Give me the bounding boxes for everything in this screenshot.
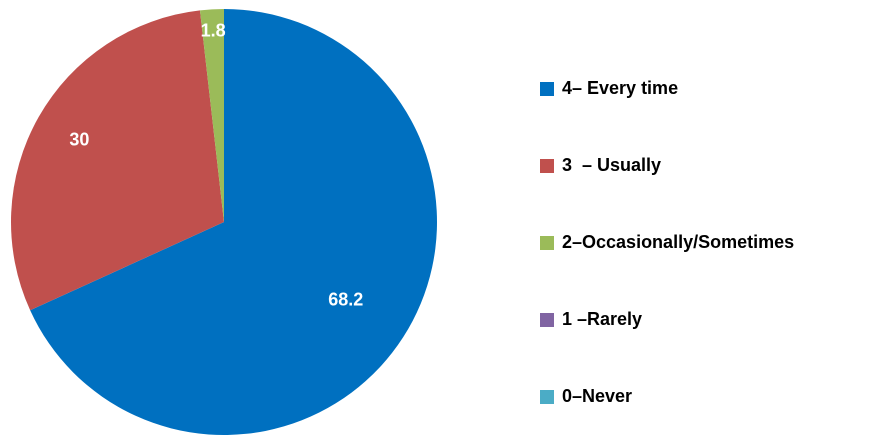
legend-label: 0–Never	[562, 386, 633, 406]
legend-label: 4– Every time	[562, 78, 679, 98]
pie-slice-2	[199, 9, 224, 222]
legend-label: 2–Occasionally/Sometimes	[562, 232, 795, 252]
data-label-2: 1.8	[200, 20, 226, 41]
legend-label: 3 – Usually	[562, 155, 662, 175]
legend-swatch	[540, 81, 554, 96]
legend-item: 3 – Usually	[540, 127, 794, 204]
pie-slice-1	[10, 10, 225, 311]
legend-item: 4– Every time	[540, 50, 794, 127]
legend-swatch	[540, 312, 554, 327]
legend-swatch	[540, 158, 554, 173]
data-label-1: 30	[69, 129, 90, 150]
pie-slice-0	[30, 9, 437, 435]
legend-swatch	[540, 389, 554, 404]
legend-item: 1 –Rarely	[540, 281, 794, 358]
legend-item: 0–Never	[540, 358, 794, 435]
legend: 4– Every time 3 – Usually 2–Occasionally/S…	[540, 50, 794, 435]
legend-item: 2–Occasionally/Sometimes	[540, 204, 794, 281]
legend-label: 1 –Rarely	[562, 309, 643, 329]
data-label-0: 68.2	[328, 289, 364, 310]
legend-swatch	[540, 235, 554, 250]
